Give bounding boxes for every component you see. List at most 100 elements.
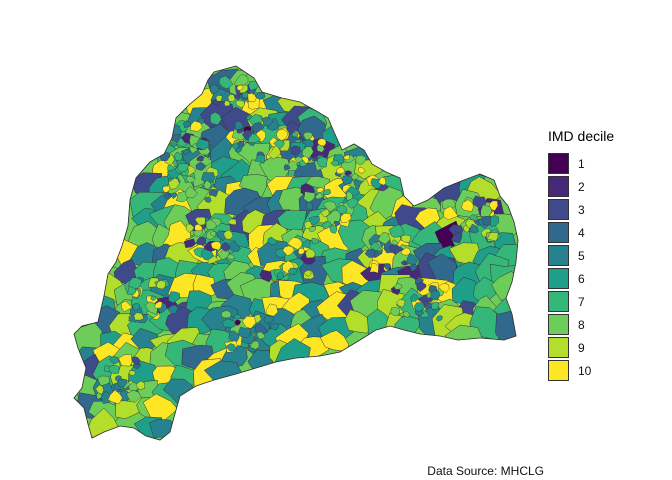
map-area: [400, 247, 411, 256]
legend: IMD decile 1 2 3 4 5 6 7 8 9 10: [548, 128, 614, 382]
map-area: [488, 200, 499, 211]
map-area: [334, 220, 340, 227]
map-area: [117, 378, 128, 389]
map-area: [227, 94, 236, 103]
map-area: [238, 173, 268, 198]
map-area: [228, 330, 240, 343]
map-area: [311, 237, 319, 245]
map-area: [210, 84, 220, 95]
map-area: [316, 187, 324, 193]
map-area: [430, 289, 441, 301]
map-area: [209, 111, 222, 126]
map-area: [194, 216, 206, 226]
legend-swatch: [548, 222, 569, 243]
map-area: [249, 340, 260, 350]
map-area: [355, 154, 367, 165]
legend-label: 4: [578, 225, 585, 240]
map-area: [400, 260, 409, 266]
legend-swatch: [548, 268, 569, 289]
map-area: [343, 154, 350, 161]
legend-title: IMD decile: [548, 128, 615, 144]
legend-swatch: [548, 360, 569, 381]
map-area: [255, 91, 266, 101]
map-area: [276, 271, 285, 280]
map-area: [127, 285, 137, 296]
map-area: [303, 269, 312, 277]
map-area: [350, 172, 359, 180]
map-area: [168, 291, 181, 304]
map-area: [344, 309, 374, 334]
map-area: [383, 263, 391, 270]
legend-label: 9: [578, 340, 585, 355]
map-area: [234, 93, 241, 100]
map-area: [231, 127, 247, 141]
map-area: [190, 120, 203, 132]
legend-swatch: [548, 176, 569, 197]
legend-item-1: 1: [548, 152, 614, 175]
legend-label: 5: [578, 248, 585, 263]
data-source-caption: Data Source: MHCLG: [427, 464, 544, 478]
legend-swatch: [548, 245, 569, 266]
map-area: [221, 310, 232, 319]
legend-label: 7: [578, 294, 585, 309]
map-area: [390, 307, 401, 316]
map-area: [204, 196, 212, 203]
legend-item-7: 7: [548, 290, 614, 313]
map-area: [126, 390, 142, 403]
map-area: [330, 159, 339, 167]
map-area: [267, 236, 278, 246]
map-area: [314, 192, 324, 200]
map-area: [251, 122, 265, 133]
map-area: [183, 120, 192, 129]
map-area: [388, 224, 405, 238]
legend-item-4: 4: [548, 221, 614, 244]
map-area: [430, 301, 440, 310]
map-area: [163, 193, 171, 199]
map-area: [247, 133, 262, 144]
legend-item-8: 8: [548, 313, 614, 336]
map-area: [108, 364, 120, 374]
map-area: [290, 145, 301, 156]
region-border: [73, 65, 519, 441]
area-polygons: [74, 68, 518, 440]
map-area: [303, 191, 316, 203]
map-area: [215, 95, 223, 102]
legend-items: 1 2 3 4 5 6 7 8 9 10: [548, 152, 614, 382]
map-area: [242, 315, 257, 329]
map-area: [208, 188, 219, 198]
map-area: [195, 138, 210, 151]
map-area: [128, 277, 142, 290]
map-area: [402, 310, 411, 318]
legend-label: 6: [578, 271, 585, 286]
map-area: [194, 224, 203, 232]
map-area: [276, 129, 288, 141]
map-area: [201, 172, 216, 183]
map-area: [401, 234, 411, 243]
map-area: [210, 241, 222, 251]
map-area: [308, 226, 316, 232]
map-area: [97, 375, 110, 386]
map-area: [183, 238, 196, 249]
map-area: [369, 263, 379, 274]
legend-label: 10: [578, 363, 592, 378]
map-area: [480, 204, 493, 217]
map-area: [437, 282, 450, 293]
map-area: [344, 170, 353, 176]
map-area: [195, 236, 207, 247]
map-area: [273, 139, 285, 149]
map-area: [135, 380, 146, 390]
map-area: [262, 116, 274, 127]
map-area: [312, 156, 318, 162]
legend-item-5: 5: [548, 244, 614, 267]
map-area: [235, 146, 243, 153]
map-area: [184, 185, 198, 199]
map-area: [109, 356, 120, 364]
map-area: [154, 301, 163, 309]
map-area: [358, 167, 366, 174]
map-area: [193, 229, 204, 237]
legend-item-3: 3: [548, 198, 614, 221]
map-area: [291, 131, 299, 138]
legend-item-6: 6: [548, 267, 614, 290]
map-area: [223, 100, 231, 107]
map-area: [234, 313, 242, 320]
